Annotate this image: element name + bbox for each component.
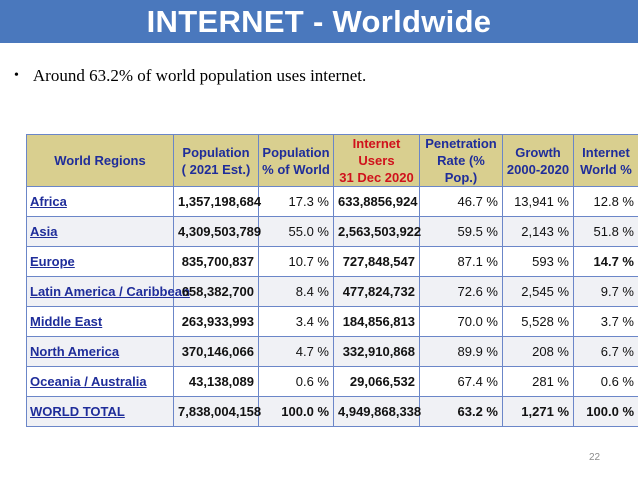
penetration-cell: 70.0 % [419, 306, 503, 337]
region-link[interactable]: Oceania / Australia [26, 366, 174, 397]
population-cell: 370,146,066 [173, 336, 259, 367]
total-population-cell: 7,838,004,158 [173, 396, 261, 427]
table-row: Asia 4,309,503,789 55.0 % 2,563,503,922 … [26, 216, 638, 247]
slide-title: INTERNET - Worldwide [146, 3, 492, 39]
bullet-text: Around 63.2% of world population uses in… [32, 66, 367, 85]
header-world-regions: World Regions [26, 134, 174, 187]
region-link[interactable]: Middle East [26, 306, 174, 337]
growth-cell: 2,143 % [502, 216, 574, 247]
internet-users-cell: 29,066,532 [333, 366, 420, 397]
page-number: 22 [589, 452, 601, 463]
population-percent-cell: 55.0 % [258, 216, 334, 247]
internet-users-cell: 184,856,813 [333, 306, 420, 337]
title-bar: INTERNET - Worldwide [0, 0, 638, 43]
region-link[interactable]: Europe [26, 246, 174, 277]
header-population-percent: Population % of World [258, 134, 334, 187]
region-link[interactable]: Asia [26, 216, 174, 247]
population-cell: 835,700,837 [173, 246, 259, 277]
internet-world-cell: 0.6 % [573, 366, 638, 397]
total-internet-users-cell: 4,949,868,338 [333, 396, 421, 427]
population-percent-cell: 0.6 % [258, 366, 334, 397]
internet-world-cell: 9.7 % [573, 276, 638, 307]
internet-users-cell: 633,8856,924 [333, 186, 420, 217]
header-internet-world: Internet World % [573, 134, 638, 187]
header-growth: Growth 2000-2020 [502, 134, 574, 187]
internet-users-cell: 727,848,547 [333, 246, 420, 277]
growth-cell: 281 % [502, 366, 574, 397]
penetration-cell: 89.9 % [419, 336, 503, 367]
table-row: North America 370,146,066 4.7 % 332,910,… [26, 336, 638, 367]
population-cell: 1,357,198,684 [173, 186, 261, 217]
internet-users-cell: 477,824,732 [333, 276, 420, 307]
growth-cell: 13,941 % [502, 186, 574, 217]
growth-cell: 5,528 % [502, 306, 574, 337]
world-total-link[interactable]: WORLD TOTAL [26, 396, 174, 427]
table-total-row: WORLD TOTAL 7,838,004,158 100.0 % 4,949,… [26, 396, 638, 427]
population-percent-cell: 17.3 % [258, 186, 334, 217]
total-penetration-cell: 63.2 % [419, 396, 503, 427]
penetration-cell: 87.1 % [419, 246, 503, 277]
internet-world-cell: 14.7 % [573, 246, 638, 277]
table-row: Africa 1,357,198,684 17.3 % 633,8856,924… [26, 186, 638, 217]
population-percent-cell: 3.4 % [258, 306, 334, 337]
population-cell: 658,382,700 [173, 276, 259, 307]
growth-cell: 2,545 % [502, 276, 574, 307]
total-population-percent-cell: 100.0 % [258, 396, 334, 427]
internet-users-cell: 2,563,503,922 [333, 216, 421, 247]
population-cell: 4,309,503,789 [173, 216, 261, 247]
bullet-point: • Around 63.2% of world population uses … [14, 66, 366, 86]
population-percent-cell: 10.7 % [258, 246, 334, 277]
table-row: Latin America / Caribbean 658,382,700 8.… [26, 276, 638, 307]
table-row: Europe 835,700,837 10.7 % 727,848,547 87… [26, 246, 638, 277]
growth-cell: 208 % [502, 336, 574, 367]
growth-cell: 593 % [502, 246, 574, 277]
header-internet-users: Internet Users 31 Dec 2020 [333, 134, 420, 187]
region-link[interactable]: Latin America / Caribbean [26, 276, 190, 307]
region-link[interactable]: North America [26, 336, 174, 367]
table-row: Middle East 263,933,993 3.4 % 184,856,81… [26, 306, 638, 337]
table-header-row: World Regions Population ( 2021 Est.) Po… [26, 134, 638, 187]
population-percent-cell: 4.7 % [258, 336, 334, 367]
header-penetration: Penetration Rate (% Pop.) [419, 134, 503, 187]
penetration-cell: 67.4 % [419, 366, 503, 397]
population-cell: 263,933,993 [173, 306, 259, 337]
internet-world-cell: 51.8 % [573, 216, 638, 247]
internet-world-cell: 6.7 % [573, 336, 638, 367]
internet-world-cell: 3.7 % [573, 306, 638, 337]
total-growth-cell: 1,271 % [502, 396, 574, 427]
internet-stats-table: World Regions Population ( 2021 Est.) Po… [26, 134, 638, 427]
penetration-cell: 46.7 % [419, 186, 503, 217]
internet-world-cell: 12.8 % [573, 186, 638, 217]
internet-users-cell: 332,910,868 [333, 336, 420, 367]
region-link[interactable]: Africa [26, 186, 174, 217]
table-row: Oceania / Australia 43,138,089 0.6 % 29,… [26, 366, 638, 397]
population-percent-cell: 8.4 % [258, 276, 334, 307]
penetration-cell: 59.5 % [419, 216, 503, 247]
population-cell: 43,138,089 [173, 366, 259, 397]
total-internet-world-cell: 100.0 % [573, 396, 638, 427]
penetration-cell: 72.6 % [419, 276, 503, 307]
header-population: Population ( 2021 Est.) [173, 134, 259, 187]
bullet-marker: • [14, 68, 19, 83]
